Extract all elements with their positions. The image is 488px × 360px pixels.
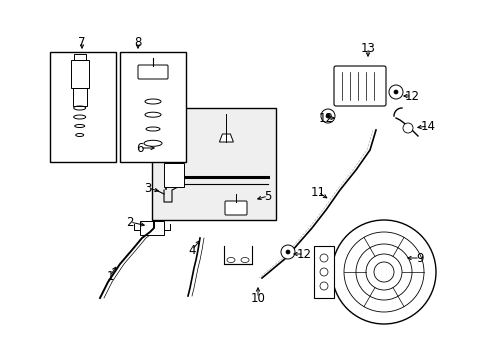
Circle shape — [388, 85, 402, 99]
Text: 1: 1 — [106, 270, 114, 283]
Bar — [73, 88, 86, 106]
Bar — [74, 54, 85, 60]
Bar — [140, 221, 163, 235]
Text: 5: 5 — [264, 189, 271, 202]
Text: 13: 13 — [360, 41, 375, 54]
Text: 14: 14 — [420, 120, 435, 132]
Text: 4: 4 — [188, 243, 195, 256]
Text: 10: 10 — [250, 292, 265, 305]
Circle shape — [285, 250, 289, 254]
Circle shape — [331, 220, 435, 324]
Text: 12: 12 — [404, 90, 419, 103]
Bar — [71, 60, 88, 88]
Circle shape — [281, 245, 294, 259]
Text: 12: 12 — [296, 248, 311, 261]
Text: 8: 8 — [134, 36, 142, 49]
Bar — [120, 52, 185, 162]
Circle shape — [325, 114, 329, 118]
Polygon shape — [219, 134, 233, 142]
Bar — [163, 163, 183, 188]
Text: 11: 11 — [310, 185, 325, 198]
Text: 9: 9 — [415, 252, 423, 265]
Bar — [50, 52, 116, 162]
FancyBboxPatch shape — [333, 66, 385, 106]
Circle shape — [320, 109, 334, 123]
Text: 2: 2 — [126, 216, 134, 229]
Circle shape — [393, 90, 397, 94]
FancyBboxPatch shape — [224, 201, 246, 215]
Text: 3: 3 — [144, 181, 151, 194]
Text: 7: 7 — [78, 36, 85, 49]
Text: 6: 6 — [136, 141, 143, 154]
Bar — [313, 246, 333, 298]
Bar — [152, 108, 275, 220]
Text: 12: 12 — [318, 112, 333, 125]
Circle shape — [402, 123, 412, 133]
